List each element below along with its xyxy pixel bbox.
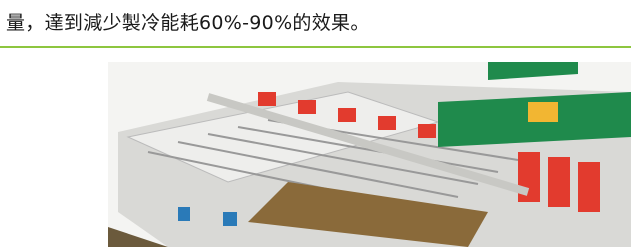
loader — [528, 102, 558, 122]
facility-illustration — [108, 62, 631, 247]
equipment — [223, 212, 237, 226]
body-text: 量，達到減少製冷能耗60%-90%的效果。 — [6, 8, 370, 35]
divider — [0, 46, 631, 48]
page: {"text": "量，達到減少製冷能耗60%-90%的效果。"} 量，達到減少… — [0, 0, 631, 247]
equipment — [178, 207, 190, 221]
